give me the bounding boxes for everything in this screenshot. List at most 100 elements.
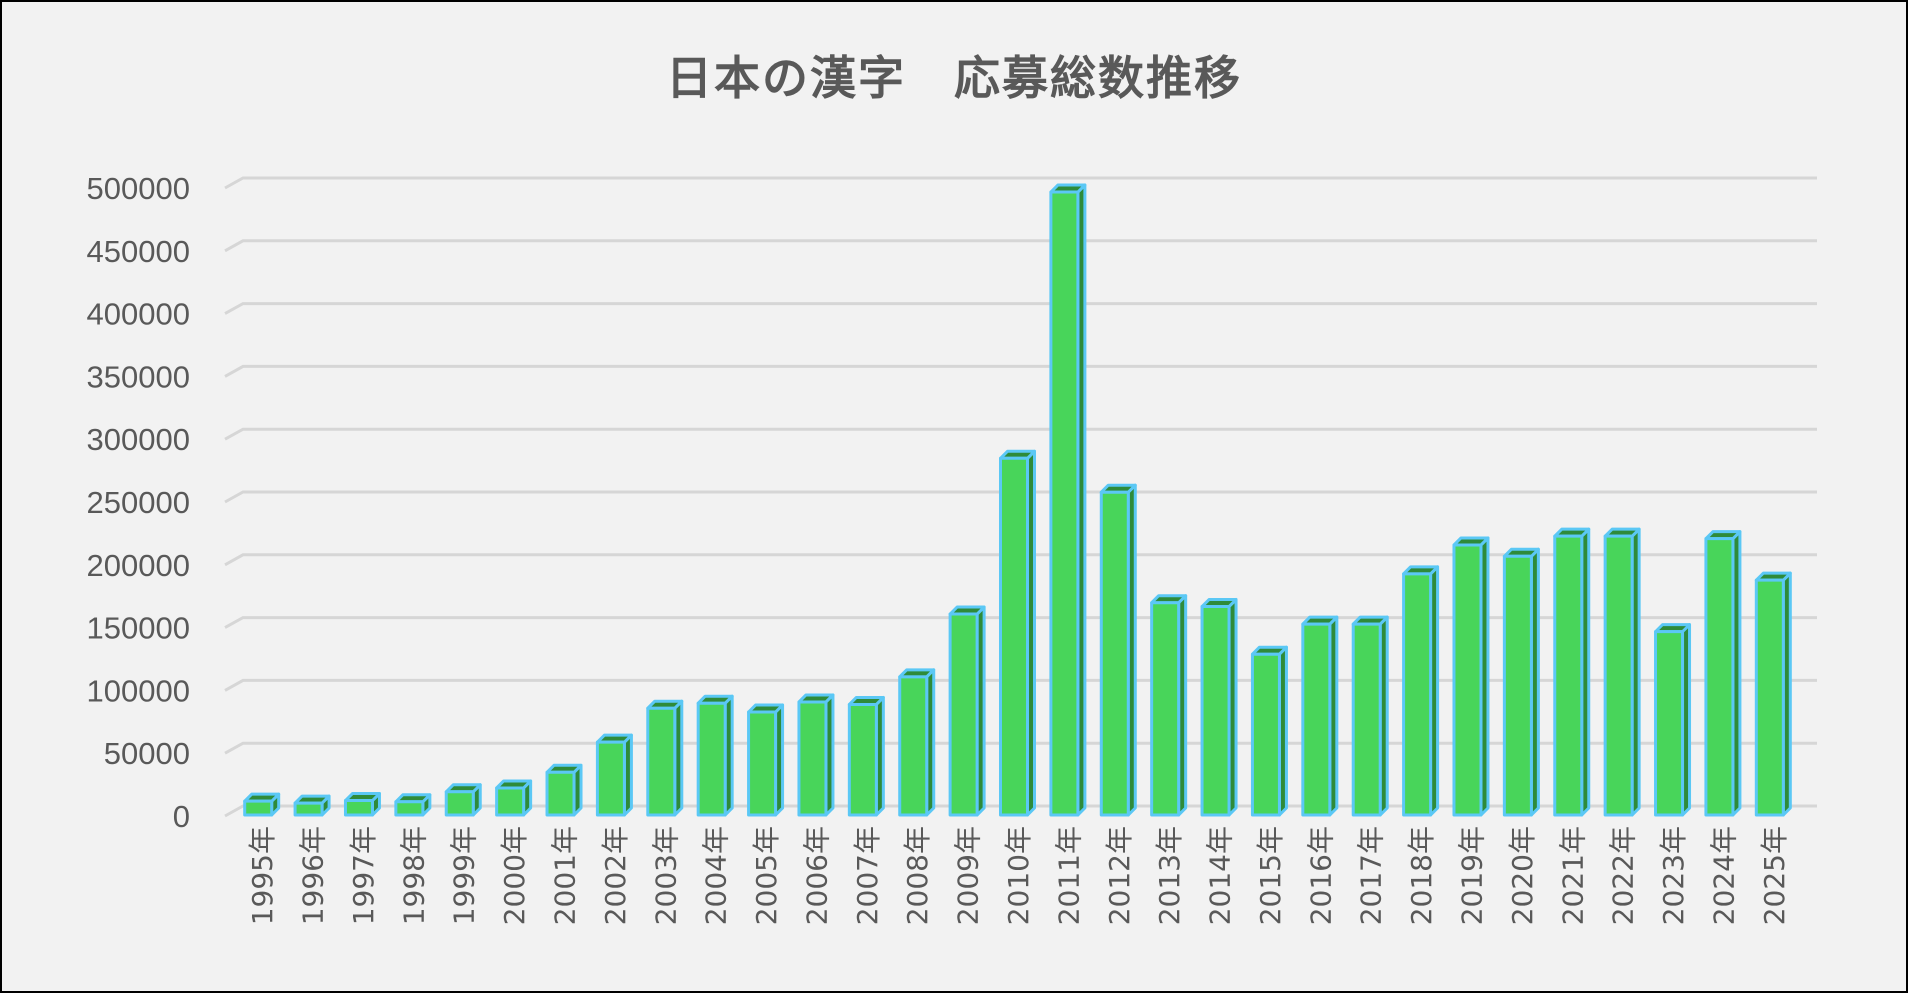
y-tick-label: 150000 bbox=[87, 611, 190, 646]
x-tick-label: 2018年 bbox=[1405, 826, 1438, 925]
x-tick-label: 2000年 bbox=[498, 826, 531, 925]
x-tick-label: 2013年 bbox=[1153, 826, 1186, 925]
bar-2000年 bbox=[495, 779, 533, 817]
x-tick-label: 1999年 bbox=[448, 826, 481, 925]
x-tick-label: 2012年 bbox=[1103, 826, 1136, 925]
y-tick-label: 50000 bbox=[104, 736, 190, 771]
bar-front bbox=[1301, 622, 1332, 817]
bar-front bbox=[1754, 578, 1785, 817]
bar-2021年 bbox=[1553, 527, 1591, 817]
bar-front bbox=[1502, 554, 1533, 817]
x-tick-label: 2024年 bbox=[1707, 826, 1740, 925]
bar-1998年 bbox=[394, 793, 432, 817]
bar-front bbox=[495, 786, 526, 817]
bar-front bbox=[1351, 622, 1382, 817]
bar-front bbox=[797, 700, 828, 817]
gridline bbox=[224, 678, 1817, 692]
bar-front bbox=[595, 740, 626, 817]
x-tick-label: 2004年 bbox=[700, 826, 733, 925]
bar-2009年 bbox=[948, 605, 986, 817]
bar-2014年 bbox=[1200, 598, 1238, 817]
x-tick-label: 2001年 bbox=[549, 826, 582, 925]
bar-2012年 bbox=[1099, 483, 1137, 817]
x-tick-label: 2022年 bbox=[1607, 826, 1640, 925]
bar-2004年 bbox=[696, 694, 734, 817]
bar-2013年 bbox=[1150, 594, 1188, 817]
bar-front bbox=[1402, 572, 1433, 817]
bar-front bbox=[1452, 543, 1483, 817]
x-tick-label: 2015年 bbox=[1254, 826, 1287, 925]
bar-front bbox=[747, 710, 778, 817]
x-tick-label: 2014年 bbox=[1204, 826, 1237, 925]
y-tick-label: 0 bbox=[173, 799, 190, 834]
bar-front bbox=[1704, 537, 1735, 817]
bar-2020年 bbox=[1502, 547, 1540, 817]
bar-front bbox=[1603, 534, 1634, 817]
gridline bbox=[224, 616, 1817, 629]
x-tick-label: 2010年 bbox=[1002, 826, 1035, 925]
x-tick-label: 2007年 bbox=[851, 826, 884, 925]
y-tick-label: 350000 bbox=[87, 359, 190, 394]
bar-front bbox=[999, 456, 1029, 817]
bar-front bbox=[1150, 601, 1181, 817]
bar-2022年 bbox=[1603, 527, 1641, 817]
bar-2002年 bbox=[595, 733, 633, 817]
bar-2008年 bbox=[898, 668, 936, 817]
bar-front bbox=[444, 790, 475, 817]
bar-front bbox=[394, 800, 425, 817]
bar-2015年 bbox=[1250, 645, 1288, 817]
bar-1995年 bbox=[243, 792, 281, 817]
bar-front bbox=[1049, 190, 1080, 817]
x-tick-label: 2016年 bbox=[1304, 826, 1337, 925]
x-tick-label: 1996年 bbox=[297, 826, 330, 925]
gridline bbox=[224, 741, 1817, 755]
bar-1999年 bbox=[444, 783, 482, 817]
bar-2006年 bbox=[797, 693, 835, 817]
gridline bbox=[224, 302, 1817, 315]
x-tick-label: 2002年 bbox=[599, 826, 632, 925]
bar-front bbox=[898, 675, 929, 817]
bar-front bbox=[1099, 490, 1130, 817]
bar-front bbox=[1553, 534, 1584, 817]
x-tick-label: 2009年 bbox=[952, 826, 985, 925]
gridline bbox=[224, 553, 1817, 567]
bar-2025年 bbox=[1754, 571, 1792, 817]
x-tick-label: 1997年 bbox=[347, 826, 380, 925]
bar-front bbox=[696, 701, 727, 817]
gridline bbox=[224, 176, 1817, 190]
bar-2001年 bbox=[545, 763, 583, 817]
y-tick-label: 300000 bbox=[87, 422, 190, 457]
bar-front bbox=[948, 612, 979, 817]
x-tick-label: 2025年 bbox=[1758, 826, 1791, 925]
y-tick-label: 400000 bbox=[87, 297, 190, 332]
bar-2024年 bbox=[1704, 530, 1742, 817]
bar-front bbox=[646, 706, 677, 817]
x-tick-label: 2003年 bbox=[649, 826, 682, 925]
bar-front bbox=[343, 799, 374, 817]
x-tick-label: 2011年 bbox=[1052, 826, 1085, 925]
y-tick-label: 250000 bbox=[87, 485, 190, 520]
x-tick-label: 1995年 bbox=[246, 826, 279, 925]
x-tick-label: 2005年 bbox=[750, 826, 783, 925]
gridline bbox=[224, 427, 1817, 441]
x-tick-label: 2021年 bbox=[1556, 826, 1589, 925]
y-tick-label: 200000 bbox=[87, 548, 190, 583]
bar-2019年 bbox=[1452, 536, 1490, 817]
gridline bbox=[224, 239, 1817, 253]
y-tick-label: 100000 bbox=[87, 673, 190, 708]
bar-front bbox=[1200, 605, 1231, 817]
x-tick-label: 2023年 bbox=[1657, 826, 1690, 925]
bar-front bbox=[545, 770, 576, 817]
bar-2010年 bbox=[999, 449, 1036, 817]
x-tick-label: 2019年 bbox=[1455, 826, 1488, 925]
bar-front bbox=[847, 702, 878, 817]
bar-1997年 bbox=[343, 792, 381, 817]
bar-2005年 bbox=[747, 703, 785, 817]
gridline bbox=[224, 490, 1817, 504]
gridline bbox=[224, 364, 1817, 378]
y-tick-label: 450000 bbox=[87, 234, 190, 269]
gridline bbox=[224, 804, 1817, 818]
x-tick-label: 2008年 bbox=[901, 826, 934, 925]
